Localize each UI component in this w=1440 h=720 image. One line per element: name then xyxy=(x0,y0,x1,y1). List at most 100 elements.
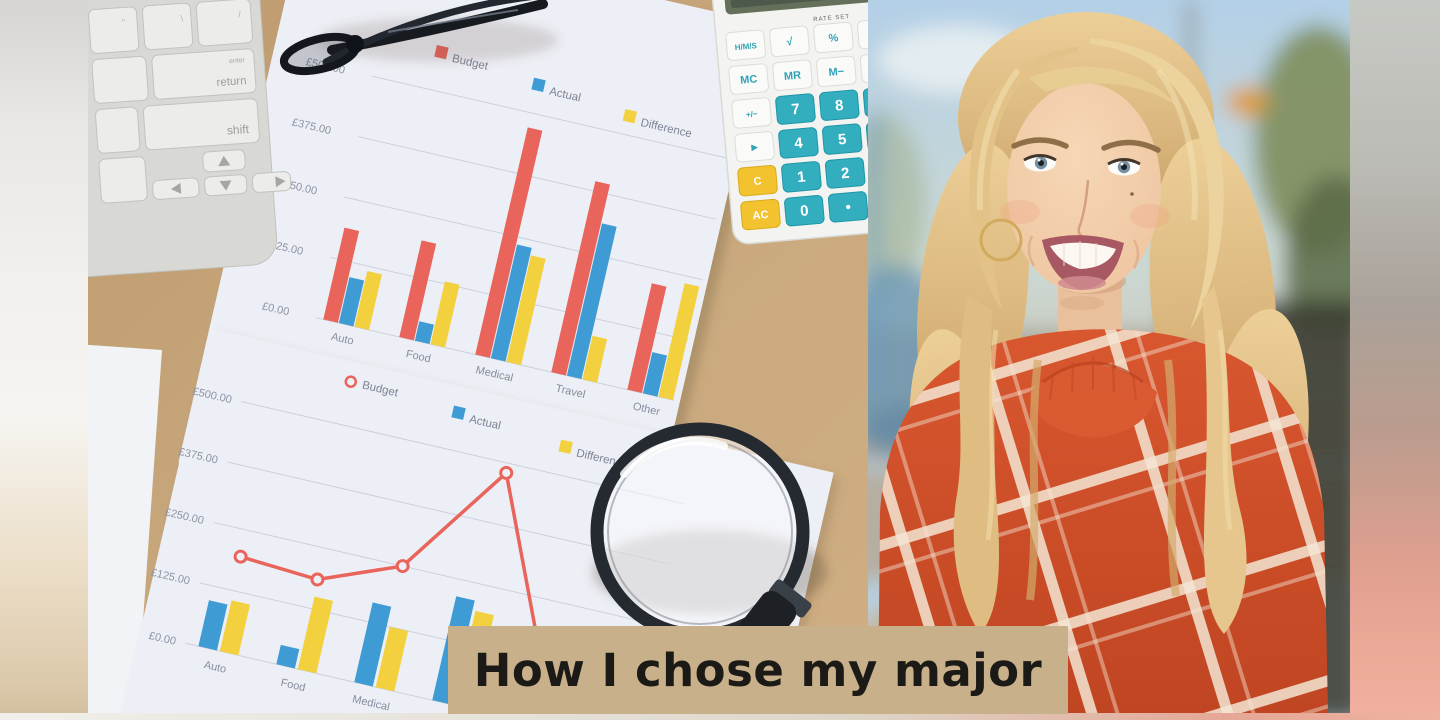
calc-key-label: % xyxy=(828,32,839,45)
bar-difference xyxy=(430,281,460,348)
gridline xyxy=(213,521,657,626)
calc-key-c xyxy=(737,164,778,197)
calc-key-label: 4 xyxy=(794,135,804,153)
calc-key-1 xyxy=(781,161,822,193)
calc-key-mc xyxy=(728,63,769,95)
sweater-collar xyxy=(1029,365,1157,438)
calc-key-ac xyxy=(740,198,781,231)
beauty-mark xyxy=(1130,192,1134,196)
calc-key-h/m/s xyxy=(725,29,766,61)
arrow-down-icon xyxy=(219,180,232,191)
magnifier-highlight xyxy=(620,437,728,478)
eye-right xyxy=(1107,158,1141,176)
calc-key-√ xyxy=(769,25,810,58)
calc-key-7 xyxy=(775,93,816,125)
magnifier-lens xyxy=(600,432,800,632)
eye-left xyxy=(1023,154,1057,172)
key xyxy=(88,6,140,54)
blurred-backdrop-left xyxy=(0,0,88,720)
enter-label: enter xyxy=(229,57,246,65)
key xyxy=(98,156,148,204)
rate-set-label: RATE SET xyxy=(813,14,850,23)
category-label: Food xyxy=(279,677,306,694)
calc-key-t xyxy=(856,17,868,50)
calc-key-label: • xyxy=(845,199,852,216)
bar-budget xyxy=(323,227,360,323)
category-label: Auto xyxy=(330,331,355,348)
key-glyph: \ xyxy=(180,13,184,23)
return-key xyxy=(151,48,257,100)
legend-marker-budget xyxy=(344,375,358,388)
arrow-right-icon xyxy=(275,176,286,188)
legend-marker-difference xyxy=(622,108,638,124)
calc-key-label: √ xyxy=(786,36,794,49)
glasses-hinge xyxy=(346,35,364,53)
calc-key-label: 5 xyxy=(837,131,847,149)
shift-key xyxy=(142,98,260,151)
calc-key-label: H/M/S xyxy=(734,41,758,52)
bar-actual xyxy=(198,600,228,651)
calc-key-+/− xyxy=(731,97,772,129)
key xyxy=(141,2,194,51)
arrow-left-icon xyxy=(170,182,182,194)
category-label: Auto xyxy=(203,659,228,676)
legend-marker-actual xyxy=(531,77,546,93)
bar-actual xyxy=(414,321,434,344)
woman-portrait-photo xyxy=(868,0,1350,713)
calc-key-label: AC xyxy=(752,209,769,222)
bar-actual xyxy=(566,223,617,380)
blurred-backdrop-right xyxy=(1350,0,1440,720)
yellow-light xyxy=(1226,87,1268,117)
eyebrow-left xyxy=(1011,137,1069,149)
calc-key-label: M− xyxy=(828,66,845,79)
desk-scene: £500.00£375.00£250.00£125.00£0.00AutoFoo… xyxy=(88,0,868,713)
arrow-key xyxy=(251,171,292,193)
calc-key-label: 1 xyxy=(797,168,807,186)
calc-key-label: MR xyxy=(784,69,802,82)
lower-lip xyxy=(1058,276,1106,290)
calc-key-label: ► xyxy=(749,141,761,154)
banner-title: How I chose my major xyxy=(473,643,1043,697)
line-marker xyxy=(233,549,248,564)
bar-difference xyxy=(506,255,546,366)
bar-difference xyxy=(582,335,608,383)
arrow-up-icon xyxy=(218,155,231,167)
desk-charts-photo: £500.00£375.00£250.00£125.00£0.00AutoFoo… xyxy=(88,0,868,713)
eyeglasses xyxy=(279,0,558,76)
tree xyxy=(868,113,925,297)
line-marker xyxy=(395,559,410,574)
bar-budget xyxy=(551,181,610,376)
bar-budget xyxy=(399,240,437,341)
hair-front-locks xyxy=(953,286,1247,634)
calc-key-label: C xyxy=(753,175,762,188)
line-marker xyxy=(499,465,514,480)
gridline xyxy=(344,196,703,281)
category-label: Food xyxy=(405,348,432,365)
blue-sign xyxy=(868,110,881,395)
gridline xyxy=(372,75,730,160)
magnifying-glass xyxy=(590,422,828,673)
calc-key-9 xyxy=(862,85,868,118)
calc-key-4 xyxy=(778,127,819,159)
bar-actual xyxy=(276,644,300,669)
bar-budget xyxy=(475,127,543,358)
bar-difference xyxy=(375,626,409,692)
calc-key-label: MC xyxy=(740,73,758,86)
calc-key-m− xyxy=(816,55,857,88)
keyboard: " \ / enter return shift xyxy=(88,0,292,280)
bar-difference xyxy=(658,283,700,401)
calc-key-mr xyxy=(772,59,813,91)
bar-actual xyxy=(354,602,392,687)
smile xyxy=(1027,235,1140,290)
key-glyph: / xyxy=(238,9,242,19)
calc-key-label: 2 xyxy=(840,165,850,183)
calc-key-% xyxy=(813,21,854,54)
gridline xyxy=(358,136,717,220)
keyboard-body xyxy=(88,0,278,280)
teeth xyxy=(1050,242,1116,269)
key xyxy=(195,0,253,47)
calc-key-m+ xyxy=(859,51,868,84)
key xyxy=(95,106,141,154)
calc-key-2 xyxy=(824,157,866,189)
